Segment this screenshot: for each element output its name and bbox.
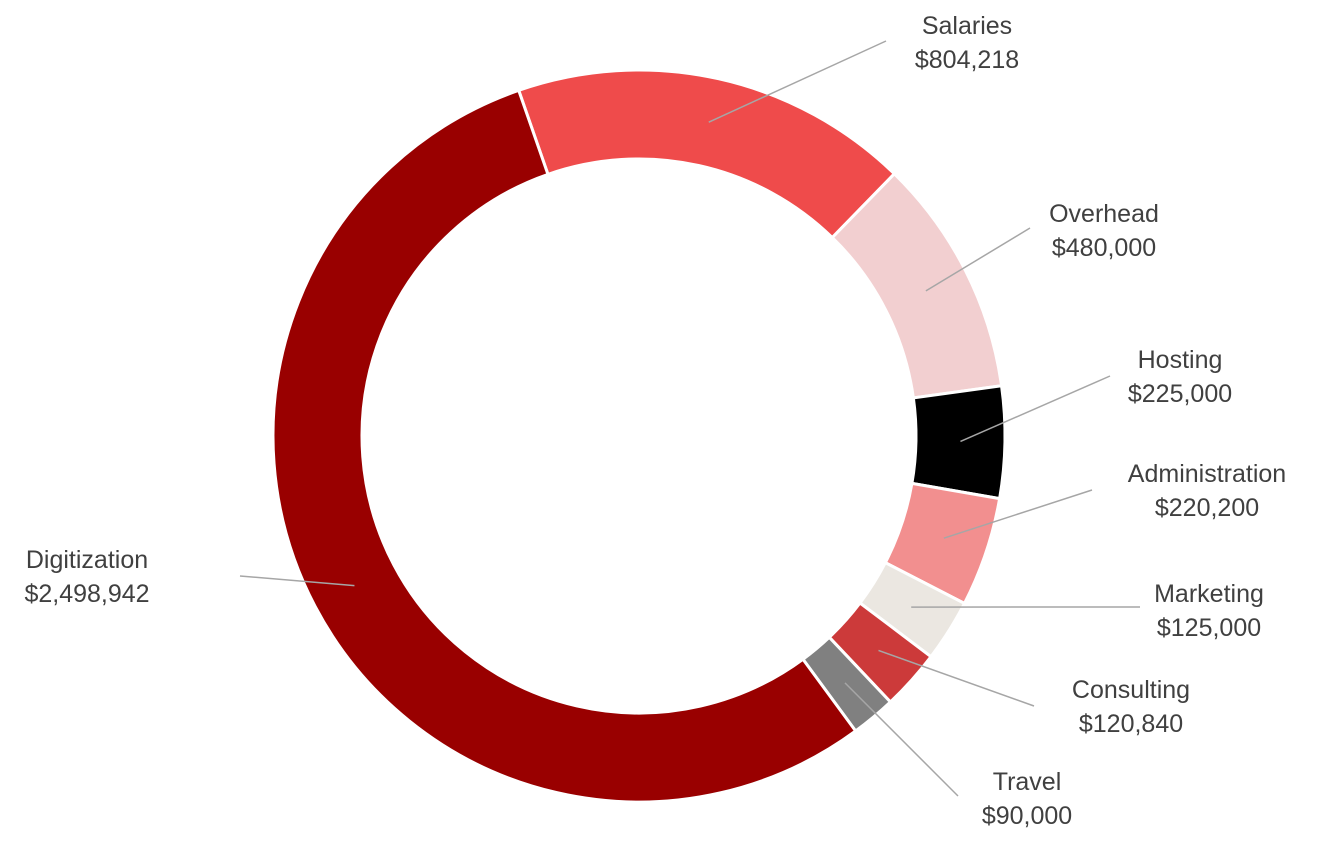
value-label-salaries: $804,218 xyxy=(915,46,1019,74)
leader-line-overhead xyxy=(925,227,1031,292)
leader-line-digitization xyxy=(239,575,355,587)
value-label-marketing: $125,000 xyxy=(1157,614,1261,642)
category-label-salaries: Salaries xyxy=(922,12,1012,40)
slice-hosting xyxy=(910,384,1007,501)
slice-digitization xyxy=(271,88,858,804)
slice-salaries xyxy=(516,68,897,240)
value-label-travel: $90,000 xyxy=(982,802,1072,830)
leader-line-hosting xyxy=(960,375,1111,443)
leader-line-salaries xyxy=(708,40,887,123)
value-label-consulting: $120,840 xyxy=(1079,710,1183,738)
value-label-overhead: $480,000 xyxy=(1052,234,1156,262)
leader-line-travel xyxy=(844,682,959,797)
value-label-digitization: $2,498,942 xyxy=(24,580,149,608)
category-label-marketing: Marketing xyxy=(1154,580,1264,608)
leader-line-consulting xyxy=(878,649,1035,707)
leader-lines-group xyxy=(239,40,1141,797)
category-label-consulting: Consulting xyxy=(1072,676,1190,704)
category-label-travel: Travel xyxy=(993,768,1062,796)
value-label-administration: $220,200 xyxy=(1155,494,1259,522)
slices-group xyxy=(271,68,1007,804)
category-label-administration: Administration xyxy=(1128,460,1286,488)
labels-group: Salaries $804,218 Overhead $480,000 Hosting $… xyxy=(24,12,1286,830)
category-label-hosting: Hosting xyxy=(1138,346,1223,374)
category-label-digitization: Digitization xyxy=(26,546,148,574)
value-label-hosting: $225,000 xyxy=(1128,380,1232,408)
category-label-overhead: Overhead xyxy=(1049,200,1159,228)
leader-line-administration xyxy=(943,489,1093,539)
